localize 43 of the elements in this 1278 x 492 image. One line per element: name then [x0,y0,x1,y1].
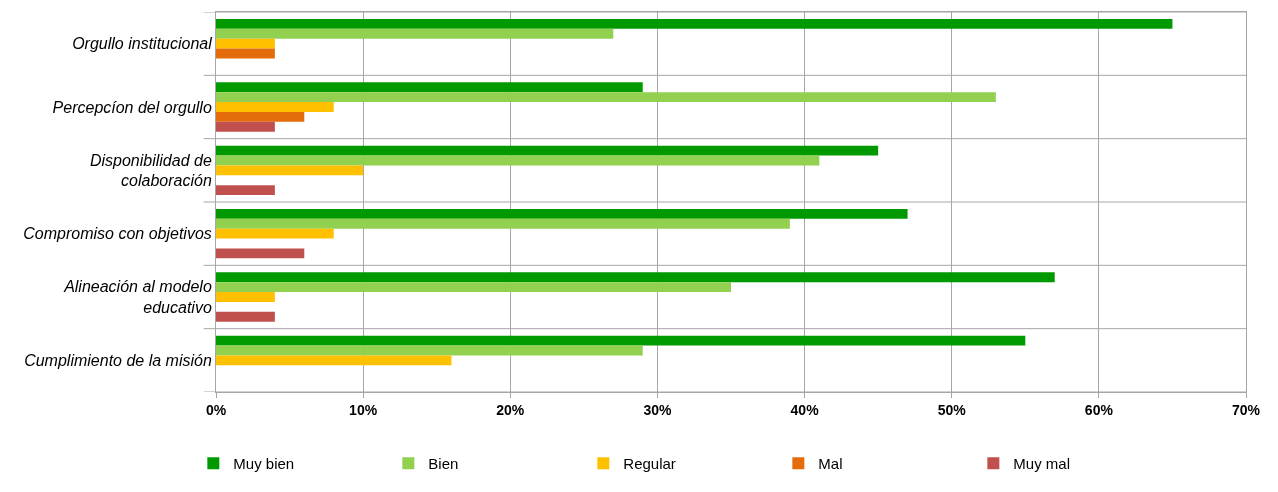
x-tick-label: 30% [643,401,672,418]
y-tick-label: Percepcíon del orgullo [52,98,212,116]
bar [216,102,334,112]
legend-label: Muy bien [233,455,295,473]
bar [216,218,790,229]
bar [216,345,643,356]
legend-label: Regular [623,455,676,473]
x-tick-label: 50% [937,401,967,418]
bar [216,111,305,122]
x-tick-label: 0% [205,401,227,418]
x-tick-label: 10% [349,401,378,418]
bar [216,18,1173,29]
y-tick-label: Orgullo institucional [72,35,213,53]
y-tick-label: Alineación al modelo educativo [63,278,212,316]
legend-label: Muy mal [1013,455,1071,473]
y-tick-label: Disponibilidad de colaboración [89,151,212,190]
x-tick-label: 40% [790,401,820,418]
bar [216,185,275,196]
bar [216,355,452,366]
bar [216,311,275,322]
y-tick-label: Cumplimiento de la misión [24,351,212,369]
bar [216,92,996,103]
bar [216,228,334,239]
bar [216,28,614,39]
bar [216,282,731,293]
bar [216,155,820,166]
x-tick-label: 20% [496,401,525,418]
bar [216,335,1026,346]
bar [216,121,275,132]
x-tick-label: 70% [1231,401,1261,418]
x-tick-label: 60% [1084,401,1114,418]
bar [216,38,275,49]
y-tick-label: Compromiso con objetivos [23,225,212,243]
bar [216,208,908,219]
bar [216,48,275,59]
bar [216,248,305,259]
bar [216,165,364,176]
bar [216,82,643,93]
bar [216,292,275,302]
bar [216,145,879,156]
legend-label: Bien [428,455,459,473]
legend-label: Mal [818,455,843,473]
bar [216,272,1055,283]
